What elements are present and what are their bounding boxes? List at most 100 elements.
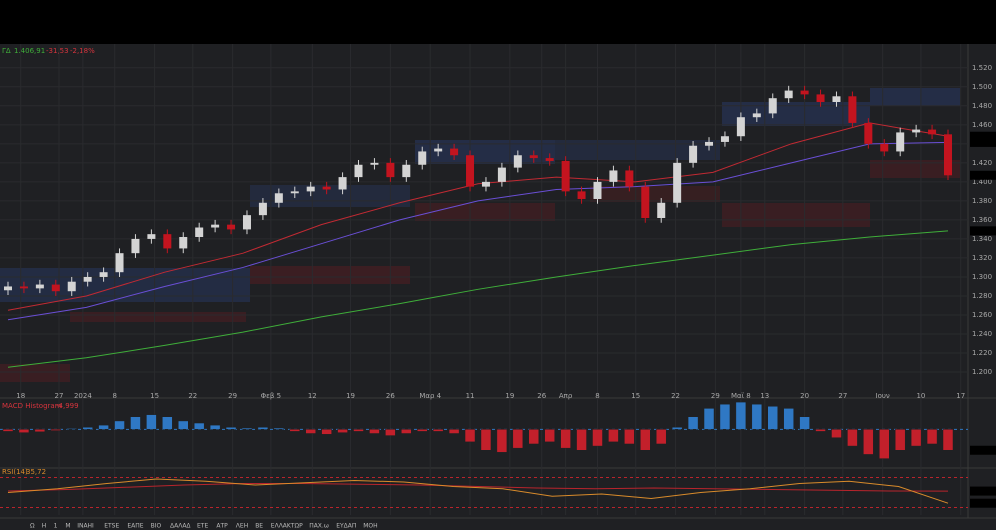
toolbar: Ω H 1 M INAHI ETSE EAΠE ΒΙΟ ΔΑΛΑΔ ΕΤΕ ΑΤΡ ΛΕΗ ΒΕ ΕΛΛΑ… (30, 523, 378, 530)
candle-body (386, 162, 395, 178)
x-tick-label: 10 (916, 392, 925, 400)
candle-body (832, 96, 841, 102)
toolbar-button[interactable]: INAHI (77, 523, 94, 530)
candle-body (306, 186, 315, 192)
histogram-bar (480, 429, 492, 451)
candle-body (641, 186, 650, 218)
candle-body (529, 155, 538, 159)
toolbar-button[interactable]: ETSE (104, 523, 119, 530)
histogram-bar (624, 429, 635, 445)
y-tick-label: 1.500 (972, 83, 992, 91)
candle-body (195, 227, 204, 238)
candle-body (673, 162, 682, 203)
histogram-bar (34, 429, 46, 433)
toolbar-button[interactable]: ΛΕΗ (236, 523, 248, 530)
candle-body (258, 202, 267, 216)
toolbar-button[interactable]: ΠΑΧ.ω (309, 523, 329, 530)
price-tag (970, 445, 996, 455)
histogram-bar (369, 429, 380, 434)
histogram-bar (879, 429, 890, 459)
x-tick-label: 15 (631, 392, 640, 400)
toolbar-button[interactable]: ΒΙΟ (151, 523, 162, 530)
moving-average (7, 122, 949, 311)
candle-body (720, 136, 729, 142)
histogram-bar (50, 429, 62, 431)
histogram-bar (321, 429, 332, 435)
toolbar-button[interactable]: ΑΤΡ (216, 523, 228, 530)
histogram-bar (528, 429, 540, 445)
candle-body (912, 129, 921, 133)
candle-body (466, 155, 475, 187)
histogram-bar (337, 429, 348, 433)
toolbar-button[interactable]: H (42, 523, 47, 530)
price-tag (970, 131, 996, 141)
candle-body (513, 155, 522, 168)
histogram-bar (209, 424, 221, 430)
candle-body (179, 237, 188, 249)
toolbar-button[interactable]: ΒΕ (255, 523, 263, 530)
panel-value: 35,72 (26, 468, 46, 476)
demand-zone (555, 140, 720, 160)
candle-body (338, 177, 347, 190)
histogram-bar (162, 416, 173, 430)
histogram-bar (735, 401, 747, 430)
x-tick-label: 22 (671, 392, 680, 400)
toolbar-button[interactable]: EAΠE (127, 523, 143, 530)
toolbar-button[interactable]: ΕΥΔΑΠ (336, 523, 356, 530)
demand-zone (250, 185, 410, 207)
toolbar-button[interactable]: M (65, 523, 70, 530)
toolbar-button[interactable]: Ω (30, 523, 35, 530)
rsi-line (7, 478, 949, 504)
moving-average (7, 230, 949, 368)
supply-zone (415, 203, 555, 221)
y-tick-label: 1.520 (972, 64, 992, 72)
y-tick-label: 1.220 (972, 349, 992, 357)
toolbar-button[interactable]: 1 (54, 523, 58, 530)
histogram-bar (640, 429, 651, 451)
x-tick-label: 22 (188, 392, 197, 400)
candle-body (227, 224, 236, 230)
histogram-bar (671, 426, 683, 430)
toolbar-button[interactable]: ΜΟΗ (363, 523, 377, 530)
y-tick-label: 1.280 (972, 292, 992, 300)
moving-average (7, 141, 949, 321)
price-tag (970, 498, 996, 508)
last-price: 1.406,91 (14, 47, 45, 55)
histogram-bar (783, 408, 794, 430)
histogram-bar (799, 416, 810, 430)
histogram-bar (815, 429, 826, 432)
candle-body (370, 162, 379, 165)
x-tick-label: 17 (956, 392, 965, 400)
x-tick-label: 26 (537, 392, 546, 400)
histogram-bar (2, 429, 14, 432)
histogram-bar (18, 429, 30, 433)
symbol: ΓΔ (2, 47, 11, 55)
histogram-bar (193, 422, 205, 430)
price-tag (970, 137, 996, 147)
histogram-bar (560, 429, 571, 449)
candle-body (752, 113, 761, 118)
x-tick-label: 8 (595, 392, 599, 400)
toolbar-button[interactable]: ΔΑΛΑΔ (170, 523, 191, 530)
candle-body (242, 215, 251, 230)
x-tick-label: Μαρ 4 (419, 392, 441, 400)
histogram-bar (926, 429, 938, 445)
x-tick-label: 15 (150, 392, 159, 400)
candle-body (800, 90, 809, 95)
candle-body (274, 193, 283, 203)
candle-body (705, 141, 714, 146)
candle-body (880, 143, 889, 152)
x-tick-label: Μαϊ 8 (731, 392, 751, 400)
histogram-bar (703, 408, 715, 430)
supply-zone (0, 364, 70, 382)
y-tick-label: 1.360 (972, 216, 992, 224)
supply-zone (70, 312, 246, 322)
toolbar-button[interactable]: ΕΛΛΑΚΤΩΡ (271, 523, 303, 530)
toolbar-button[interactable]: ΕΤΕ (197, 523, 208, 530)
candle-body (354, 164, 363, 178)
x-tick-label: 27 (838, 392, 847, 400)
histogram-bar (767, 406, 778, 430)
histogram-bar (719, 403, 731, 430)
candle-body (545, 158, 554, 161)
candle-body (864, 122, 873, 144)
